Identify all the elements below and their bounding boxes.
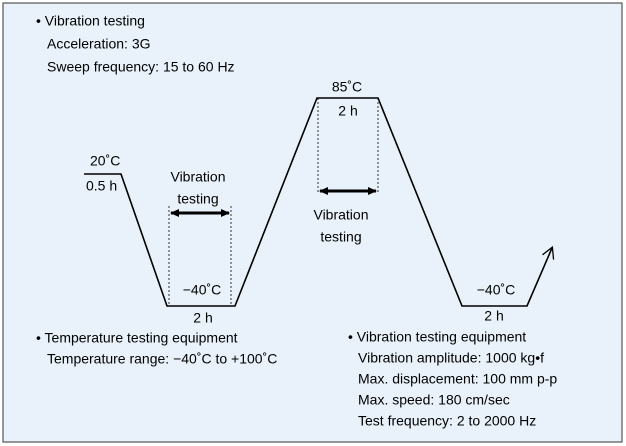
spec-title: • Vibration testing (36, 13, 145, 29)
spec-line: Max. speed: 180 cm/sec (358, 392, 510, 408)
vibration-label: testing (320, 229, 361, 245)
spec-line: Sweep frequency: 15 to 60 Hz (47, 59, 235, 75)
duration-label: 2 h (338, 103, 357, 119)
vibration-label: Vibration (170, 169, 225, 185)
vibration-label: testing (177, 191, 218, 207)
duration-label: 0.5 h (86, 178, 117, 194)
spec-line: Vibration amplitude: 1000 kg•f (358, 350, 544, 366)
temperature-label: −40˚C (183, 282, 222, 298)
spec-line: Temperature range: −40˚C to +100˚C (47, 351, 277, 367)
temperature-label: 20˚C (90, 153, 120, 169)
spec-line: Acceleration: 3G (47, 36, 151, 52)
spec-title: • Vibration testing equipment (348, 329, 526, 345)
spec-line: Test frequency: 2 to 2000 Hz (358, 413, 536, 429)
vibration-window (168, 98, 379, 306)
duration-label: 2 h (193, 310, 212, 326)
temperature-profile (84, 97, 555, 307)
vibration-label: Vibration (313, 207, 368, 223)
temperature-label: −40˚C (477, 282, 516, 298)
spec-line: Max. displacement: 100 mm p-p (358, 371, 557, 387)
duration-label: 2 h (484, 308, 503, 324)
temperature-label: 85˚C (332, 79, 362, 95)
spec-title: • Temperature testing equipment (36, 330, 238, 346)
